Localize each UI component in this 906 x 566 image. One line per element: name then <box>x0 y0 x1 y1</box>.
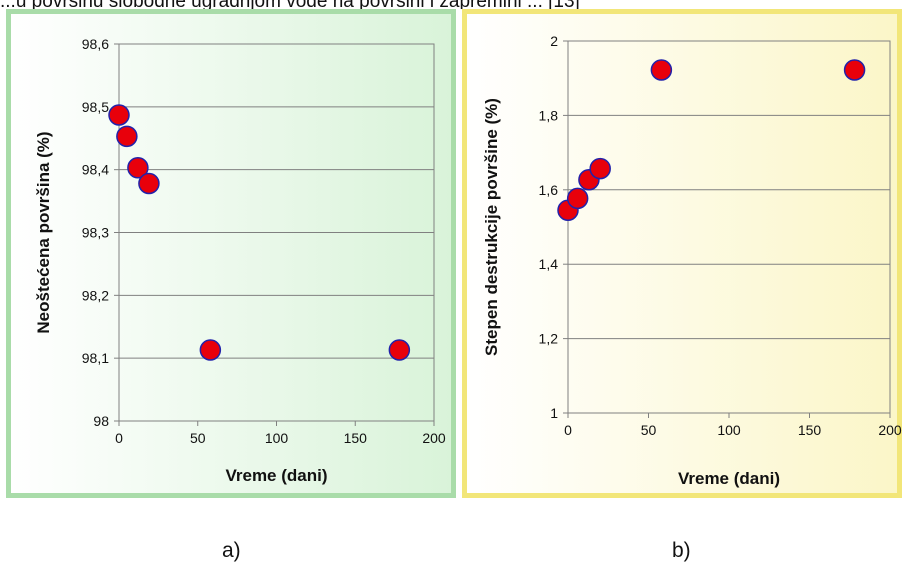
y-tick-label: 98,4 <box>82 162 109 178</box>
y-tick-label: 98 <box>93 413 109 429</box>
data-point <box>843 59 866 81</box>
chart-panel-a: 98 98,1 98,2 98,3 98,4 98,5 98,6 0 50 100 150 200 Vr… <box>6 9 456 498</box>
chart-a-svg: 98 98,1 98,2 98,3 98,4 98,5 98,6 0 50 100 150 200 Vr… <box>34 36 446 485</box>
x-tick-label: 100 <box>265 430 289 446</box>
data-point <box>116 125 138 148</box>
x-tick-label: 0 <box>564 422 572 438</box>
chart-b-svg: 1 1,2 1,4 1,6 1,8 2 0 50 100 150 200 Vreme (dani) St… <box>482 33 902 488</box>
y-tick-label: 98,2 <box>82 287 109 303</box>
caption-a: a) <box>222 539 241 562</box>
y-tick-label: 98,1 <box>82 350 109 366</box>
x-tick-label: 50 <box>190 430 206 446</box>
y-axis-label: Neoštećena površina (%) <box>34 131 53 333</box>
y-tick-label: 1,6 <box>539 182 559 198</box>
x-tick-label: 200 <box>878 422 902 438</box>
data-point <box>566 187 589 210</box>
chart-panel-b: 1 1,2 1,4 1,6 1,8 2 0 50 100 150 200 Vreme (dani) St… <box>462 9 902 498</box>
data-point <box>127 157 149 179</box>
caption-b: b) <box>672 539 691 562</box>
data-point <box>138 172 160 195</box>
y-tick-label: 1,2 <box>539 331 559 347</box>
x-tick-label: 50 <box>641 422 657 438</box>
y-axis-label: Stepen destrukcije površine (%) <box>482 98 501 356</box>
x-axis-label: Vreme (dani) <box>678 469 780 488</box>
y-tick-label: 2 <box>550 33 558 49</box>
x-tick-label: 150 <box>798 422 822 438</box>
data-point <box>199 339 222 361</box>
plot-area <box>567 40 891 414</box>
top-text: ...u površinu slobodne ugradnjom vode na… <box>0 0 906 9</box>
x-tick-label: 0 <box>115 430 123 446</box>
y-tick-label: 98,5 <box>82 99 109 115</box>
data-point <box>589 157 611 180</box>
x-tick-label: 200 <box>422 430 446 446</box>
y-tick-label: 1 <box>550 405 558 421</box>
data-point <box>650 59 673 81</box>
data-point <box>108 104 130 126</box>
y-tick-label: 98,3 <box>82 225 109 241</box>
x-tick-label: 100 <box>717 422 741 438</box>
y-tick-label: 1,8 <box>539 107 559 123</box>
y-tick-label: 1,4 <box>539 256 559 272</box>
data-point <box>388 339 411 361</box>
x-tick-label: 150 <box>344 430 368 446</box>
x-axis-label: Vreme (dani) <box>225 466 327 485</box>
y-tick-label: 98,6 <box>82 36 109 52</box>
